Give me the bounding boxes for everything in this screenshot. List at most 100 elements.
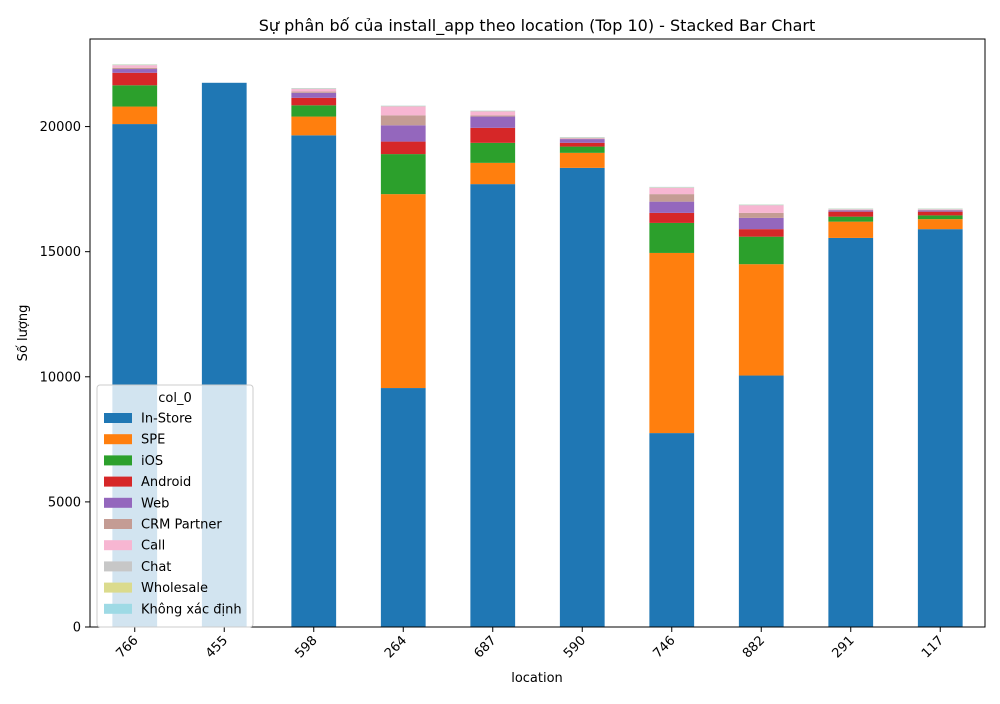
x-tick-label: 455 bbox=[203, 633, 231, 661]
x-tick-label: 590 bbox=[561, 633, 589, 661]
bar-segment-882-6 bbox=[739, 205, 784, 213]
bar-segment-746-1 bbox=[649, 253, 694, 433]
legend-swatch bbox=[104, 519, 132, 529]
legend: col_0 In-Store SPE iOS Android Web CRM Partner… bbox=[97, 385, 253, 627]
bar-segment-590-2 bbox=[560, 147, 605, 153]
bar-segment-291-3 bbox=[828, 212, 873, 217]
bar-segment-882-3 bbox=[739, 229, 784, 237]
x-tick-label: 746 bbox=[650, 633, 678, 661]
bar-segment-590-6 bbox=[560, 138, 605, 139]
bar-segment-291-1 bbox=[828, 222, 873, 238]
legend-swatch bbox=[104, 540, 132, 550]
bar-segment-117-4 bbox=[918, 210, 963, 211]
bar-segment-882-2 bbox=[739, 237, 784, 265]
legend-label: iOS bbox=[141, 454, 163, 469]
x-tick-label: 598 bbox=[292, 633, 320, 661]
bar-segment-882-5 bbox=[739, 213, 784, 218]
bar-segment-291-2 bbox=[828, 217, 873, 222]
bar-segment-598-7 bbox=[291, 89, 336, 90]
bar-segment-590-5 bbox=[560, 139, 605, 140]
bar-segment-766-3 bbox=[112, 73, 157, 86]
bar-segment-117-1 bbox=[918, 219, 963, 229]
bar-segment-264-3 bbox=[381, 142, 426, 155]
x-tick-label: 882 bbox=[740, 633, 768, 661]
y-tick-label: 5000 bbox=[48, 495, 81, 510]
bar-segment-882-4 bbox=[739, 218, 784, 229]
bar-segment-291-0 bbox=[828, 238, 873, 627]
bar-segment-687-1 bbox=[470, 163, 515, 184]
y-tick-label: 10000 bbox=[40, 370, 81, 385]
bar-segment-766-5 bbox=[112, 68, 157, 69]
bar-segment-590-7 bbox=[560, 138, 605, 139]
bar-segment-882-7 bbox=[739, 205, 784, 206]
bar-segment-264-1 bbox=[381, 194, 426, 388]
legend-label: In-Store bbox=[141, 412, 192, 427]
bar-segment-117-6 bbox=[918, 209, 963, 210]
bar-segment-746-5 bbox=[649, 194, 694, 202]
bar-segment-746-2 bbox=[649, 223, 694, 253]
bar-segment-264-4 bbox=[381, 125, 426, 141]
bar-segment-264-6 bbox=[381, 107, 426, 116]
bar-segment-766-1 bbox=[112, 107, 157, 125]
bar-segment-598-6 bbox=[291, 89, 336, 92]
bar-segment-687-5 bbox=[470, 115, 515, 116]
legend-swatch bbox=[104, 477, 132, 487]
bar-segment-117-7 bbox=[918, 209, 963, 210]
bar-segment-687-3 bbox=[470, 128, 515, 143]
bar-segment-598-0 bbox=[291, 135, 336, 627]
legend-label: Call bbox=[141, 539, 165, 554]
bar-segment-746-3 bbox=[649, 213, 694, 223]
bar-segment-117-2 bbox=[918, 215, 963, 219]
bar-segment-291-7 bbox=[828, 209, 873, 210]
bar-segment-117-0 bbox=[918, 229, 963, 627]
bar-segment-687-2 bbox=[470, 143, 515, 163]
legend-swatch bbox=[104, 455, 132, 465]
bar-segment-746-0 bbox=[649, 433, 694, 627]
bar-segment-598-5 bbox=[291, 92, 336, 93]
bar-segment-687-4 bbox=[470, 117, 515, 128]
bar-segment-882-1 bbox=[739, 264, 784, 375]
x-tick-label: 291 bbox=[829, 633, 857, 661]
legend-label: Wholesale bbox=[141, 581, 208, 596]
bar-segment-590-1 bbox=[560, 153, 605, 168]
bar-segment-598-3 bbox=[291, 98, 336, 106]
x-axis-label: location bbox=[511, 671, 563, 686]
legend-swatch bbox=[104, 434, 132, 444]
bar-segment-687-7 bbox=[470, 111, 515, 112]
bar-segment-117-5 bbox=[918, 210, 963, 211]
y-tick-label: 20000 bbox=[40, 120, 81, 135]
y-tick-label: 0 bbox=[73, 621, 81, 636]
legend-label: CRM Partner bbox=[141, 518, 222, 533]
legend-swatch bbox=[104, 498, 132, 508]
legend-swatch bbox=[104, 561, 132, 571]
bar-segment-766-2 bbox=[112, 85, 157, 106]
legend-swatch bbox=[104, 413, 132, 423]
bar-segment-598-4 bbox=[291, 93, 336, 98]
bar-segment-264-0 bbox=[381, 388, 426, 627]
bar-segment-264-2 bbox=[381, 154, 426, 194]
legend-title: col_0 bbox=[158, 391, 191, 406]
bar-segment-590-4 bbox=[560, 139, 605, 143]
bar-segment-766-6 bbox=[112, 65, 157, 68]
legend-label: Chat bbox=[141, 560, 171, 575]
bar-segment-590-3 bbox=[560, 143, 605, 147]
legend-swatch bbox=[104, 583, 132, 593]
legend-label: SPE bbox=[141, 433, 165, 448]
bar-segment-598-1 bbox=[291, 117, 336, 136]
bar-segment-746-6 bbox=[649, 188, 694, 194]
chart-title: Sự phân bố của install_app theo location… bbox=[259, 16, 815, 36]
bar-segment-598-2 bbox=[291, 105, 336, 116]
legend-label: Không xác định bbox=[141, 602, 242, 617]
bar-segment-264-7 bbox=[381, 106, 426, 107]
bar-segment-687-6 bbox=[470, 112, 515, 116]
legend-label: Android bbox=[141, 475, 191, 490]
bar-segment-291-5 bbox=[828, 210, 873, 211]
bar-segment-746-4 bbox=[649, 202, 694, 213]
bar-segment-766-4 bbox=[112, 69, 157, 73]
legend-label: Web bbox=[141, 496, 169, 511]
bar-segment-291-4 bbox=[828, 210, 873, 211]
